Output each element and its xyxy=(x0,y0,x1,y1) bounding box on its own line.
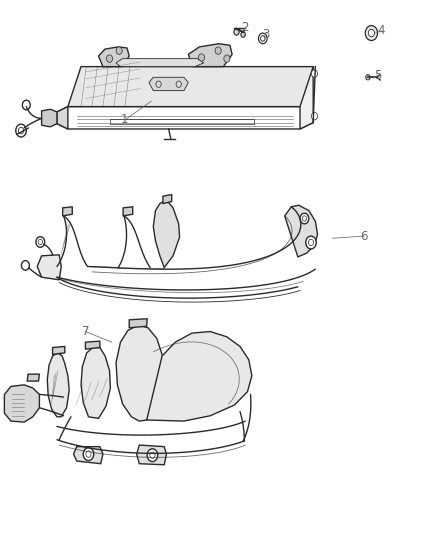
Circle shape xyxy=(22,100,30,110)
Polygon shape xyxy=(300,67,313,129)
Polygon shape xyxy=(42,109,57,127)
Polygon shape xyxy=(68,67,313,107)
Circle shape xyxy=(147,449,158,462)
Polygon shape xyxy=(85,341,100,349)
Circle shape xyxy=(365,26,378,41)
Circle shape xyxy=(241,32,245,37)
Circle shape xyxy=(106,55,113,62)
Polygon shape xyxy=(129,319,147,328)
Text: 1: 1 xyxy=(121,114,129,126)
Text: 5: 5 xyxy=(374,69,381,82)
Circle shape xyxy=(300,213,309,224)
Polygon shape xyxy=(47,353,69,417)
Polygon shape xyxy=(123,207,133,216)
Circle shape xyxy=(234,29,239,35)
Circle shape xyxy=(83,448,94,461)
Text: 4: 4 xyxy=(377,25,385,37)
Circle shape xyxy=(258,33,267,44)
Polygon shape xyxy=(99,47,129,67)
Text: 2: 2 xyxy=(240,21,248,34)
Polygon shape xyxy=(149,77,188,91)
Polygon shape xyxy=(4,385,39,422)
Polygon shape xyxy=(153,200,180,268)
Polygon shape xyxy=(57,107,68,129)
Circle shape xyxy=(311,112,318,120)
Polygon shape xyxy=(116,325,164,421)
Polygon shape xyxy=(137,445,166,465)
Circle shape xyxy=(16,124,26,137)
Circle shape xyxy=(198,54,205,61)
Circle shape xyxy=(224,55,230,62)
Text: 3: 3 xyxy=(263,28,270,41)
Polygon shape xyxy=(81,348,110,418)
Polygon shape xyxy=(63,207,72,216)
Polygon shape xyxy=(147,332,252,421)
Circle shape xyxy=(215,47,221,54)
Circle shape xyxy=(368,29,374,37)
Polygon shape xyxy=(163,195,172,204)
Text: 6: 6 xyxy=(360,230,367,243)
Polygon shape xyxy=(116,59,204,67)
Circle shape xyxy=(306,236,316,249)
Circle shape xyxy=(366,75,370,80)
Text: 7: 7 xyxy=(81,325,89,338)
Circle shape xyxy=(21,261,29,270)
Polygon shape xyxy=(53,346,65,354)
Polygon shape xyxy=(74,447,103,464)
Circle shape xyxy=(311,70,318,77)
Polygon shape xyxy=(188,44,232,67)
Circle shape xyxy=(261,36,265,41)
Circle shape xyxy=(36,237,45,247)
Polygon shape xyxy=(57,107,313,129)
Polygon shape xyxy=(285,205,318,257)
Polygon shape xyxy=(27,374,39,381)
Circle shape xyxy=(116,47,122,54)
Polygon shape xyxy=(37,255,61,280)
